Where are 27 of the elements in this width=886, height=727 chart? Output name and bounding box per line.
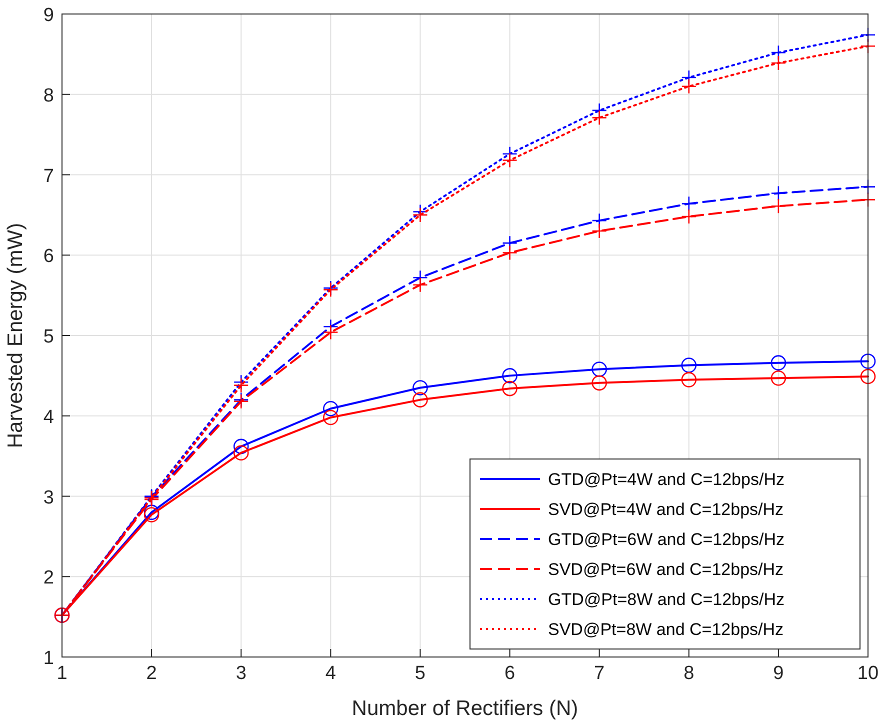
legend-label: SVD@Pt=8W and C=12bps/Hz (548, 620, 784, 639)
y-tick-label: 9 (43, 5, 54, 26)
y-tick-label: 8 (43, 85, 54, 106)
x-tick-label: 3 (236, 663, 246, 684)
y-tick-label: 5 (43, 326, 54, 348)
legend-label: GTD@Pt=6W and C=12bps/Hz (548, 530, 784, 549)
x-tick-label: 10 (857, 663, 879, 684)
y-tick-label: 3 (43, 487, 54, 508)
legend-label: GTD@Pt=4W and C=12bps/Hz (548, 470, 784, 489)
x-tick-label: 5 (414, 663, 426, 684)
y-tick-label: 1 (43, 648, 54, 669)
legend-label: SVD@Pt=4W and C=12bps/Hz (548, 500, 784, 519)
x-tick-label: 2 (146, 663, 157, 684)
x-tick-label: 9 (773, 663, 784, 684)
x-tick-label: 7 (594, 663, 605, 684)
x-tick-label: 4 (325, 663, 336, 684)
legend-label: SVD@Pt=6W and C=12bps/Hz (548, 560, 784, 579)
x-tick-label: 6 (504, 663, 516, 684)
y-tick-label: 7 (43, 166, 54, 187)
y-tick-label: 4 (43, 406, 54, 428)
y-tick-label: 2 (43, 568, 54, 589)
y-tick-label: 6 (43, 246, 54, 268)
x-tick-label: 1 (56, 663, 68, 684)
x-axis-title: Number of Rectifiers (N) (352, 697, 578, 720)
legend-label: GTD@Pt=8W and C=12bps/Hz (548, 590, 784, 609)
x-tick-label: 8 (684, 663, 694, 684)
y-axis-title: Harvested Energy (mW) (4, 222, 27, 448)
